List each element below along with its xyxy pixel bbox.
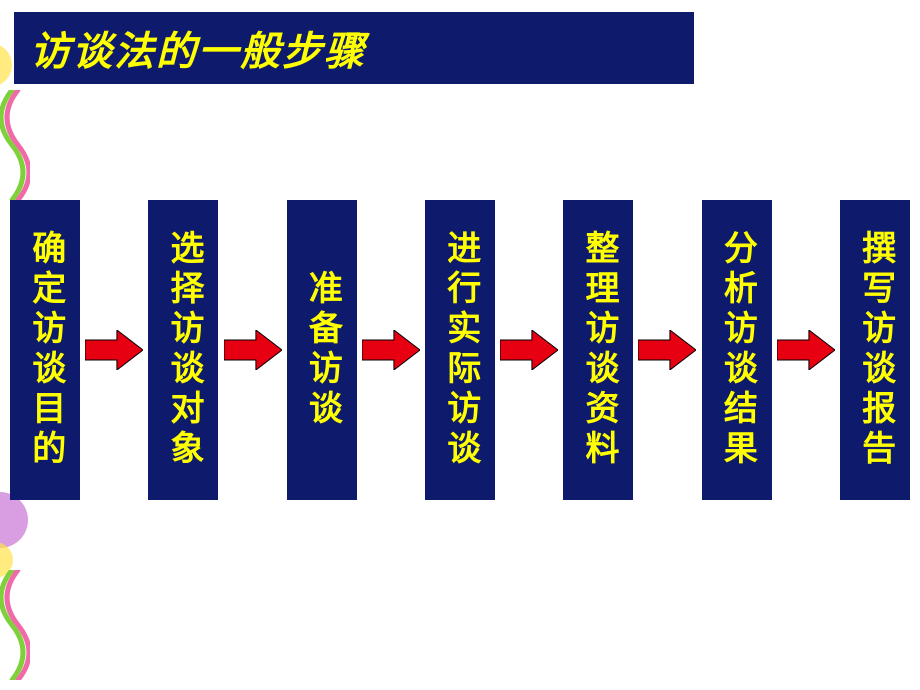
flow-step-label: 确定访谈目的 xyxy=(26,230,63,470)
flow-step-label: 进行实际访谈 xyxy=(441,230,478,470)
deco-circle xyxy=(0,43,12,87)
flow-arrow-icon xyxy=(218,200,286,500)
flow-step: 选择访谈对象 xyxy=(148,200,218,500)
flow-step-label: 撰写访谈报告 xyxy=(856,230,893,470)
page-title: 访谈法的一般步骤 xyxy=(30,19,366,77)
flow-arrow-icon xyxy=(495,200,563,500)
deco-squiggle xyxy=(0,90,30,200)
flow-arrow-icon xyxy=(80,200,148,500)
flow-step: 整理访谈资料 xyxy=(563,200,633,500)
flow-step: 进行实际访谈 xyxy=(425,200,495,500)
flow-step: 准备访谈 xyxy=(287,200,357,500)
flow-arrow-icon xyxy=(633,200,701,500)
flow-step: 撰写访谈报告 xyxy=(840,200,910,500)
flow-step: 分析访谈结果 xyxy=(702,200,772,500)
flow-container: 确定访谈目的 选择访谈对象 准备访谈 进行实际访谈 整理访谈资料 分析访谈结果 撰写访谈报告 xyxy=(10,200,910,500)
flow-arrow-icon xyxy=(357,200,425,500)
flow-step-label: 整理访谈资料 xyxy=(580,230,617,470)
flow-step-label: 分析访谈结果 xyxy=(718,230,755,470)
title-bar: 访谈法的一般步骤 xyxy=(14,12,694,84)
flow-step: 确定访谈目的 xyxy=(10,200,80,500)
deco-circle xyxy=(0,492,28,548)
flow-arrow-icon xyxy=(772,200,840,500)
deco-squiggle xyxy=(0,570,30,680)
flow-step-label: 选择访谈对象 xyxy=(165,230,202,470)
flow-step-label: 准备访谈 xyxy=(303,270,340,430)
